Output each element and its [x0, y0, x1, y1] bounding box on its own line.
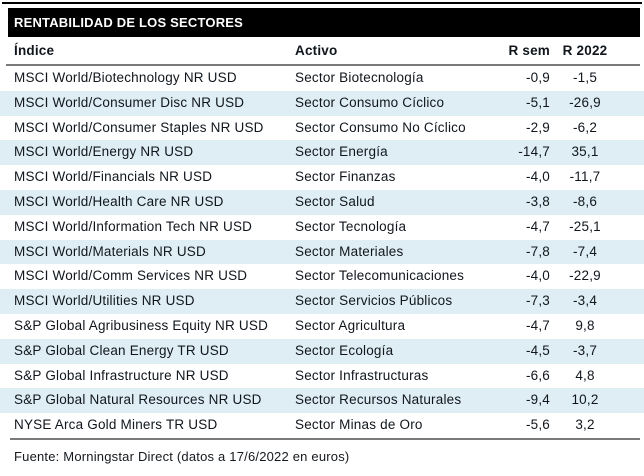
table-row: S&P Global Agribusiness Equity NR USD Se… — [0, 314, 644, 339]
cell-activo: Sector Telecomunicaciones — [295, 268, 465, 284]
table-top-border — [2, 2, 642, 4]
table-row: MSCI World/Energy NR USD Sector Energía … — [0, 140, 644, 166]
column-header-r-sem: R sem — [508, 43, 550, 58]
cell-r-2022: -7,4 — [572, 243, 598, 259]
cell-r-sem: -7,8 — [525, 243, 550, 259]
cell-r-sem: -5,6 — [525, 417, 550, 433]
cell-r-sem: -5,1 — [525, 94, 550, 110]
cell-activo: Sector Infrastructuras — [295, 367, 429, 383]
column-header-r-2022: R 2022 — [562, 43, 608, 58]
cell-r-2022: -8,6 — [572, 193, 598, 209]
cell-r-sem: -9,4 — [525, 392, 550, 408]
cell-r-2022: -1,5 — [572, 70, 598, 85]
cell-r-sem: -3,8 — [525, 193, 550, 209]
cell-indice: MSCI World/Utilities NR USD — [14, 293, 195, 309]
cell-activo: Sector Consumo Cíclico — [295, 94, 445, 110]
cell-r-2022: -25,1 — [569, 218, 601, 234]
cell-activo: Sector Salud — [295, 193, 375, 209]
cell-activo: Sector Servicios Públicos — [295, 293, 453, 309]
table-row: S&P Global Clean Energy TR USD Sector Ec… — [0, 338, 644, 364]
table-row: MSCI World/Financials NR USD Sector Fina… — [0, 165, 644, 190]
cell-activo: Sector Recursos Naturales — [295, 392, 462, 408]
cell-r-2022: -3,4 — [572, 293, 598, 309]
cell-indice: MSCI World/Energy NR USD — [14, 144, 194, 160]
cell-r-2022: -26,9 — [569, 94, 601, 110]
table-row: MSCI World/Materials NR USD Sector Mater… — [0, 239, 644, 265]
cell-r-2022: 4,8 — [575, 367, 595, 383]
cell-activo: Sector Ecología — [295, 342, 394, 358]
cell-indice: S&P Global Clean Energy TR USD — [14, 342, 229, 358]
column-header-activo: Activo — [295, 43, 338, 58]
cell-activo: Sector Biotecnología — [295, 70, 424, 85]
cell-r-sem: -2,9 — [525, 119, 550, 135]
cell-activo: Sector Finanzas — [295, 169, 396, 185]
cell-r-sem: -4,5 — [525, 342, 550, 358]
cell-activo: Sector Consumo No Cíclico — [295, 119, 466, 135]
cell-indice: S&P Global Agribusiness Equity NR USD — [14, 317, 269, 333]
table-row: MSCI World/Utilities NR USD Sector Servi… — [0, 289, 644, 314]
table-row: NYSE Arca Gold Miners TR USD Sector Mina… — [0, 413, 644, 438]
header-divider — [6, 64, 640, 66]
cell-r-2022: -6,2 — [572, 119, 598, 135]
cell-activo: Sector Materiales — [295, 243, 404, 259]
cell-r-2022: -3,7 — [572, 342, 598, 358]
cell-r-2022: -11,7 — [569, 169, 601, 185]
cell-r-sem: -4,7 — [525, 218, 550, 234]
cell-r-sem: -0,9 — [525, 70, 550, 85]
cell-r-sem: -4,7 — [525, 317, 550, 333]
table-row: MSCI World/Comm Services NR USD Sector T… — [0, 264, 644, 289]
table-row: S&P Global Natural Resources NR USD Sect… — [0, 388, 644, 414]
table-header-row: Índice Activo R sem R 2022 — [0, 37, 644, 64]
cell-r-sem: -6,6 — [525, 367, 550, 383]
table-row: S&P Global Infrastructure NR USD Sector … — [0, 364, 644, 389]
table-row: MSCI World/Consumer Disc NR USD Sector C… — [0, 90, 644, 116]
cell-indice: S&P Global Infrastructure NR USD — [14, 367, 229, 383]
cell-indice: S&P Global Natural Resources NR USD — [14, 392, 262, 408]
cell-r-sem: -4,0 — [525, 169, 550, 185]
table-row: MSCI World/Consumer Staples NR USD Secto… — [0, 116, 644, 141]
cell-r-2022: 9,8 — [575, 317, 595, 333]
table-row: MSCI World/Information Tech NR USD Secto… — [0, 215, 644, 240]
cell-r-sem: -4,0 — [525, 268, 550, 284]
column-header-indice: Índice — [14, 43, 55, 58]
table-row: MSCI World/Biotechnology NR USD Sector B… — [0, 66, 644, 91]
cell-r-sem: -14,7 — [518, 144, 550, 160]
cell-activo: Sector Tecnología — [295, 218, 407, 234]
cell-indice: MSCI World/Comm Services NR USD — [14, 268, 248, 284]
cell-indice: NYSE Arca Gold Miners TR USD — [14, 417, 218, 433]
cell-indice: MSCI World/Information Tech NR USD — [14, 218, 253, 234]
table-bottom-border — [10, 438, 640, 440]
cell-r-2022: 3,2 — [575, 417, 595, 433]
source-note: Fuente: Morningstar Direct (datos a 17/6… — [14, 449, 350, 464]
cell-indice: MSCI World/Biotechnology NR USD — [14, 70, 237, 85]
cell-r-2022: 35,1 — [571, 144, 599, 160]
cell-indice: MSCI World/Financials NR USD — [14, 169, 213, 185]
table-row: MSCI World/Health Care NR USD Sector Sal… — [0, 189, 644, 215]
cell-indice: MSCI World/Consumer Disc NR USD — [14, 94, 245, 110]
cell-indice: MSCI World/Materials NR USD — [14, 243, 206, 259]
cell-activo: Sector Energía — [295, 144, 388, 160]
cell-indice: MSCI World/Consumer Staples NR USD — [14, 119, 264, 135]
cell-activo: Sector Minas de Oro — [295, 417, 423, 433]
table-body: MSCI World/Biotechnology NR USD Sector B… — [0, 66, 644, 438]
cell-r-sem: -7,3 — [525, 293, 550, 309]
cell-r-2022: 10,2 — [571, 392, 599, 408]
cell-indice: MSCI World/Health Care NR USD — [14, 193, 224, 209]
cell-activo: Sector Agricultura — [295, 317, 406, 333]
table-title: RENTABILIDAD DE LOS SECTORES — [8, 8, 640, 37]
cell-r-2022: -22,9 — [569, 268, 601, 284]
